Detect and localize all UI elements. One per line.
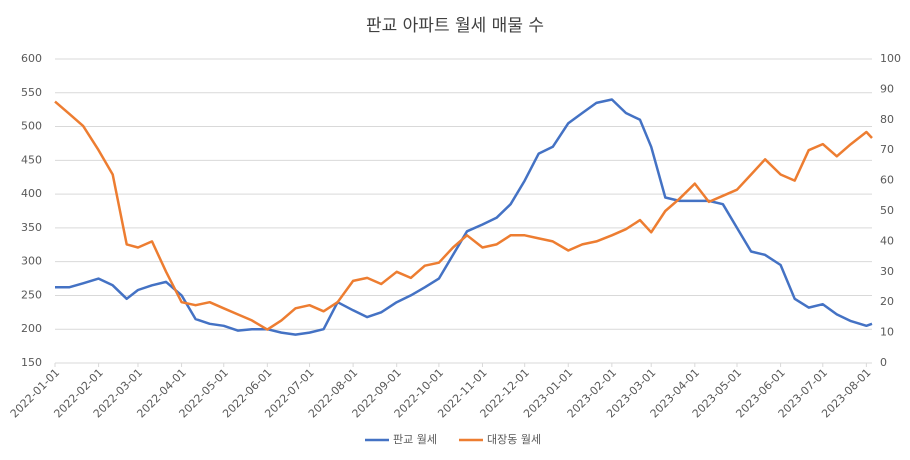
series-line: [54, 100, 873, 331]
y2-tick-label: 80: [880, 113, 894, 126]
y2-tick-label: 30: [880, 265, 894, 278]
y-tick-label: 250: [21, 288, 42, 301]
series-line: [55, 98, 873, 336]
y-tick-label: 150: [21, 356, 42, 369]
y-tick-label: 300: [21, 255, 42, 268]
y2-tick-label: 10: [880, 326, 894, 339]
y-tick-label: 600: [21, 52, 42, 65]
y2-tick-label: 60: [880, 174, 894, 187]
y-tick-label: 400: [21, 187, 42, 200]
y-tick-label: 450: [21, 153, 42, 166]
y-tick-label: 500: [21, 120, 42, 133]
y2-tick-label: 70: [880, 143, 894, 156]
y2-tick-label: 0: [880, 356, 887, 369]
y2-tick-label: 40: [880, 234, 894, 247]
y2-tick-label: 90: [880, 82, 894, 95]
legend-label: 판교 월세: [393, 433, 437, 446]
y2-tick-label: 20: [880, 295, 894, 308]
y-tick-label: 350: [21, 221, 42, 234]
y2-tick-label: 50: [880, 204, 894, 217]
y-tick-label: 550: [21, 86, 42, 99]
y2-tick-label: 100: [880, 52, 901, 65]
chart-title: 판교 아파트 월세 매물 수: [366, 16, 544, 36]
legend-label: 대장동 월세: [487, 433, 541, 446]
y-tick-label: 200: [21, 322, 42, 335]
